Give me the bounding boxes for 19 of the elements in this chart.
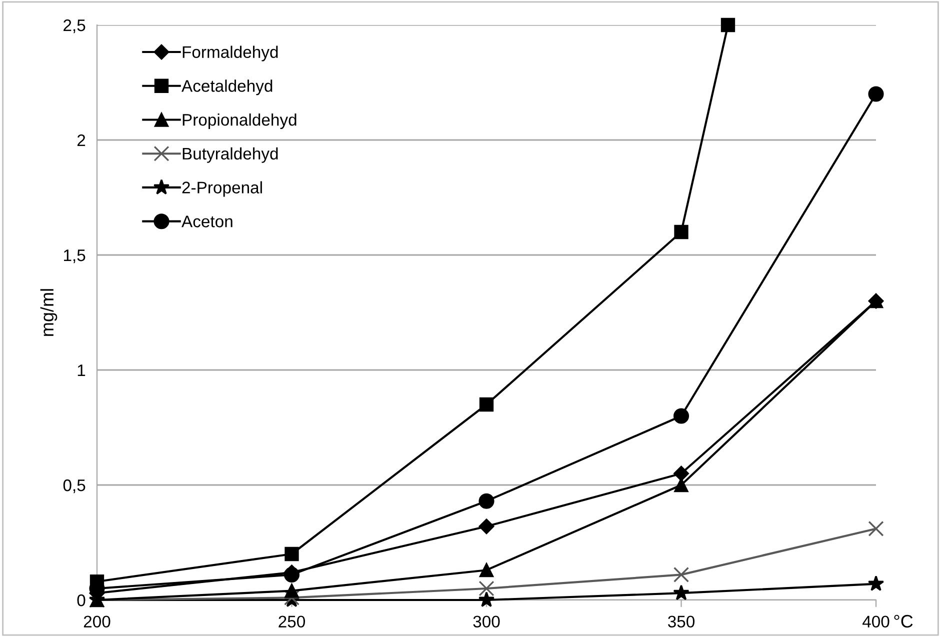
x-tick-label: 400: [862, 616, 890, 628]
legend-label: Acetaldehyd: [182, 80, 272, 96]
y-tick-label: 2,5: [64, 19, 86, 34]
y-tick-label: 1: [78, 364, 86, 376]
x-tick-label: 250: [278, 616, 306, 628]
y-tick-label: 2: [77, 134, 86, 146]
y-axis-title: mg/ml: [40, 289, 58, 336]
x-tick-label: 300: [473, 616, 500, 628]
x-axis-title: °C: [894, 614, 913, 628]
legend-label: Propionaldehyd: [182, 113, 296, 130]
legend-label: Aceton: [182, 216, 232, 228]
x-tick-label: 200: [84, 616, 110, 628]
legend-label: 2-Propenal: [182, 181, 262, 197]
y-tick-label: 0,5: [63, 479, 86, 494]
x-tick-label: 350: [668, 616, 695, 628]
legend-label: Formaldehyd: [182, 46, 278, 62]
y-tick-label: 1,5: [64, 250, 86, 264]
legend-label: Butyraldehyd: [182, 147, 278, 163]
y-tick-label: 0: [77, 594, 86, 606]
